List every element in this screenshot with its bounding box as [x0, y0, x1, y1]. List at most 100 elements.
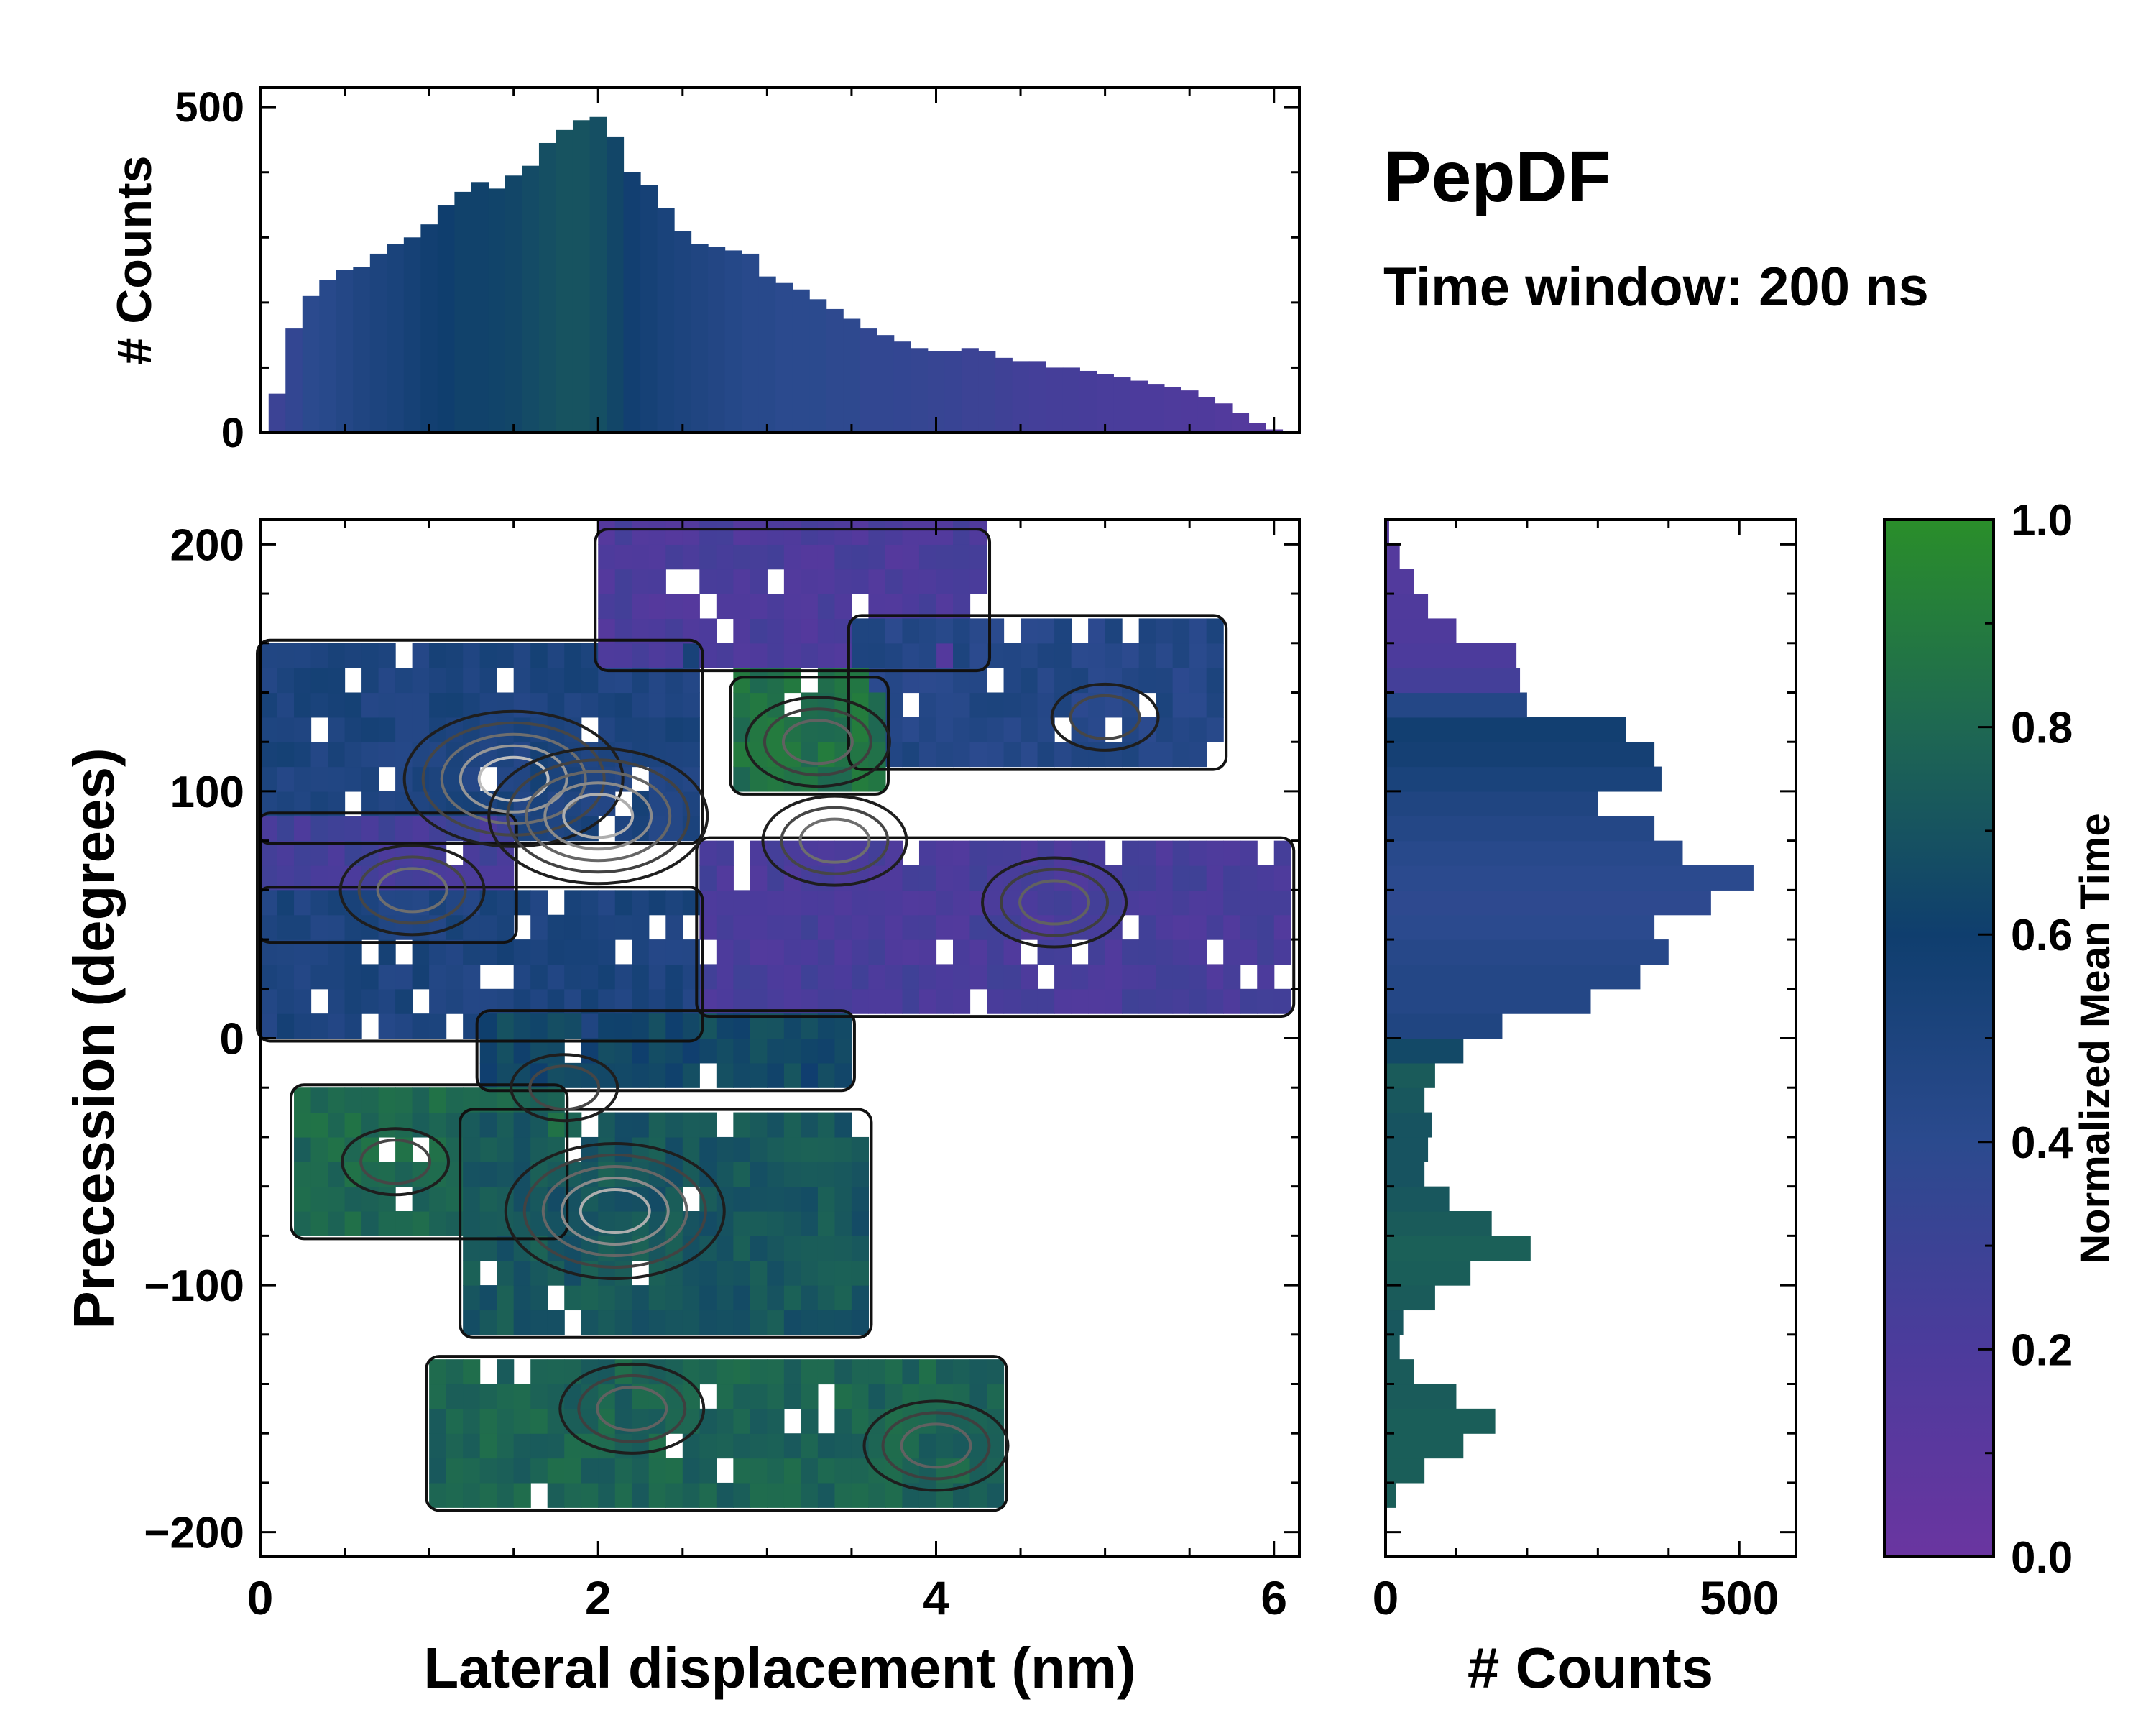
heatmap-cell	[783, 1285, 801, 1311]
heatmap-cell	[817, 1038, 836, 1064]
heatmap-cell	[969, 840, 987, 866]
heatmap-cell	[801, 1359, 819, 1385]
heatmap-cell	[1037, 742, 1055, 768]
heatmap-cell	[1189, 643, 1207, 668]
heatmap-cell	[918, 692, 937, 718]
heatmap-cell	[1037, 643, 1055, 668]
heatmap-cell	[851, 1310, 870, 1335]
heatmap-cell	[783, 569, 801, 594]
heatmap-cell	[953, 742, 971, 768]
heatmap-cell	[378, 717, 396, 742]
heatmap-cell	[294, 1186, 312, 1212]
heatmap-cell	[665, 914, 683, 940]
heatmap-cell	[834, 1310, 852, 1335]
heatmap-cell	[277, 643, 295, 668]
top-histogram-bar	[522, 165, 540, 433]
heatmap-cell	[733, 520, 751, 545]
heatmap-cell	[395, 1112, 413, 1138]
heatmap-cell	[1071, 717, 1089, 742]
heatmap-cell	[801, 1260, 819, 1286]
heatmap-cell	[581, 890, 599, 916]
heatmap-cell	[429, 1112, 447, 1138]
heatmap-cell	[632, 1482, 650, 1508]
heatmap-cell	[1206, 717, 1224, 742]
heatmap-cell	[328, 1186, 346, 1212]
heatmap-cell	[801, 1162, 819, 1187]
heatmap-cell	[1257, 890, 1275, 916]
heatmap-cell	[834, 1433, 852, 1459]
heatmap-cell	[1240, 939, 1258, 965]
heatmap-cell	[1003, 988, 1021, 1014]
heatmap-cell	[801, 569, 819, 594]
heatmap-cell	[1273, 865, 1291, 891]
heatmap-cell	[733, 1482, 751, 1508]
colorbar-ticks	[1978, 518, 1994, 1558]
heatmap-cell	[344, 692, 362, 718]
density-contour-line	[780, 806, 890, 875]
heatmap-cell	[463, 1482, 481, 1508]
heatmap-cell	[1105, 964, 1123, 990]
region-boundary-contour	[459, 1108, 873, 1339]
heatmap-cell	[665, 1013, 683, 1039]
heatmap-cell	[936, 1359, 954, 1385]
heatmap-cell	[547, 1482, 565, 1508]
colorbar: 0.0 0.2 0.4 0.6 0.8 1.0 Normalized Mean Time	[1883, 496, 2119, 1583]
heatmap-cell	[699, 1433, 717, 1459]
right-histogram-bar	[1386, 865, 1754, 891]
heatmap-cell	[936, 840, 954, 866]
heatmap-cell	[716, 1482, 734, 1508]
heatmap-cell	[648, 1408, 666, 1434]
heatmap-cell	[1138, 939, 1156, 965]
heatmap-cell	[564, 914, 582, 940]
heatmap-cell	[987, 840, 1005, 866]
top-histogram-bar	[826, 308, 844, 433]
top-histogram-bar	[877, 335, 895, 433]
heatmap-cell	[412, 1211, 430, 1236]
heatmap-cell	[497, 1013, 515, 1039]
heatmap-cell	[344, 717, 362, 742]
right-histogram-bar	[1386, 1458, 1425, 1484]
heatmap-cell	[969, 1482, 987, 1508]
heatmap-cell	[1189, 668, 1207, 694]
density-contour-line	[763, 707, 872, 777]
heatmap-cell	[851, 1211, 870, 1236]
heatmap-cell	[733, 1359, 751, 1385]
heatmap-cell	[632, 1458, 650, 1484]
heatmap-cell	[479, 1162, 497, 1187]
density-contour-line	[341, 1127, 451, 1197]
heatmap-cell	[783, 914, 801, 940]
heatmap-cell	[767, 594, 785, 620]
heatmap-cell	[885, 643, 903, 668]
top-histogram-frame	[259, 86, 1301, 434]
heatmap-cell	[598, 1260, 616, 1286]
heatmap-cell	[277, 1013, 295, 1039]
heatmap-cell	[564, 692, 582, 718]
region-boundary-contour	[256, 811, 518, 944]
heatmap-cell	[530, 914, 548, 940]
heatmap-cell	[682, 1062, 700, 1088]
heatmap-cell	[1037, 618, 1055, 644]
heatmap-cell	[429, 1087, 447, 1113]
heatmap-cell	[648, 643, 666, 668]
heatmap-cell	[682, 1359, 700, 1385]
heatmap-cell	[885, 914, 903, 940]
heatmap-cell	[767, 1162, 785, 1187]
heatmap-cell	[834, 1062, 852, 1088]
right-histogram-bar	[1386, 1186, 1450, 1212]
heatmap-cell	[969, 643, 987, 668]
heatmap-cell	[750, 1038, 768, 1064]
heatmap-cell	[783, 1211, 801, 1236]
heatmap-cell	[1156, 742, 1174, 768]
heatmap-cell	[969, 964, 987, 990]
heatmap-cell	[581, 1310, 599, 1335]
colorbar-tick-label: 0.8	[2011, 704, 2073, 753]
heatmap-cell	[851, 1359, 870, 1385]
top-histogram-bar	[657, 208, 675, 433]
heatmap-cell	[885, 964, 903, 990]
heatmap-cell	[344, 643, 362, 668]
heatmap-cell	[953, 520, 971, 545]
heatmap-cell	[716, 1359, 734, 1385]
top-histogram-bar	[1231, 413, 1250, 433]
right-histogram-bar	[1386, 1162, 1425, 1187]
